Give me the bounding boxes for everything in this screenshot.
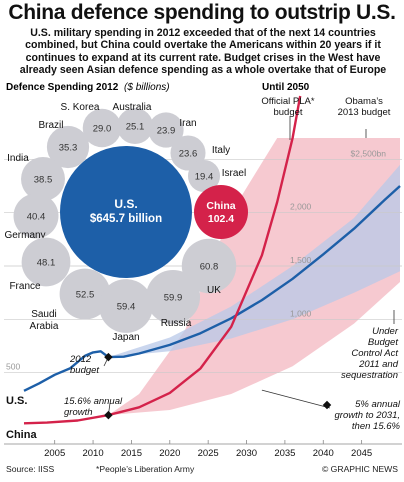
footnote: *People’s Liberation Army (96, 464, 195, 474)
x-tick-label: 2010 (82, 448, 103, 459)
bubble-japan (99, 279, 153, 333)
x-tick-label: 2025 (198, 448, 219, 459)
left-panel-heading-text: Defence Spending 2012 (6, 82, 119, 93)
bubble-israel (187, 159, 221, 193)
bubble-value: 29.0 (93, 124, 112, 135)
bubble-germany (13, 193, 59, 239)
x-tick-label: 2015 (121, 448, 142, 459)
bubble-value: 52.5 (76, 290, 95, 301)
obama-budget-label: Obama’s (345, 96, 383, 107)
bubble-india (21, 157, 65, 201)
bubble-value: 19.4 (195, 172, 214, 183)
y-tick-label: $2,500bn (351, 148, 387, 158)
left-panel-heading: Defence Spending 2012 ($ billions) (6, 82, 170, 93)
projection-bands (108, 138, 401, 416)
us-series-line (23, 185, 401, 392)
bubble-saudi-arabia (59, 268, 111, 320)
budget-2012-marker (104, 352, 113, 362)
china-growth-marker (104, 410, 113, 420)
bubble-value: 23.6 (179, 149, 198, 160)
obama-budget-label: 2013 budget (338, 107, 391, 118)
page-title: China defence spending to outstrip U.S. (8, 1, 396, 24)
credit: © GRAPHIC NEWS (321, 464, 398, 474)
bubble-label: Israel (222, 168, 246, 179)
bubble-label: U.S. (114, 197, 137, 211)
x-tick-label: 2030 (236, 448, 257, 459)
bubble-label: Russia (161, 318, 192, 329)
bubble-label: Brazil (38, 120, 63, 131)
bubble-russia (145, 269, 201, 325)
us-growth-marker (322, 400, 332, 410)
pla-budget-label: Official PLA* (261, 96, 314, 107)
bubble-value: 35.3 (59, 143, 78, 154)
bubble-value: 25.1 (126, 122, 145, 133)
x-tick-label: 2045 (351, 448, 372, 459)
bubble-label: Germany (4, 230, 45, 241)
bubble-label: Arabia (30, 321, 59, 332)
right-panel-heading: Until 2050 (262, 82, 310, 93)
us-series-label: U.S. (6, 395, 27, 407)
y-tick-label: 1,500 (290, 255, 312, 265)
budget-2012-label: budget (70, 365, 99, 376)
bubble-label: Australia (113, 102, 152, 113)
bubble-brazil (46, 125, 90, 169)
bubble-us (60, 146, 192, 278)
bubble-label: Saudi (31, 309, 57, 320)
x-axis: 2005 2010 2015 2020 2025 2030 2035 2040 2045 (4, 440, 402, 459)
left-panel-unit: ($ billions) (124, 82, 170, 93)
x-tick-label: 2020 (159, 448, 180, 459)
source-note: Source: IISS (6, 464, 55, 474)
bubble-label: France (9, 281, 41, 292)
sequestration-label: Budget (368, 337, 398, 348)
bubble-label: S. Korea (61, 102, 100, 113)
bubble-value: 23.9 (157, 126, 176, 137)
china-series-line (23, 95, 302, 425)
bubble-australia (116, 107, 154, 145)
sequestration-label: sequestration (341, 370, 398, 381)
bubble-label: India (7, 153, 29, 164)
budget-2012-label: 2012 (69, 354, 92, 365)
y-tick-label: 500 (6, 362, 20, 372)
china-growth-label: 15.6% annual (64, 396, 123, 407)
bubble-china (194, 185, 248, 239)
bubble-value: 40.4 (27, 212, 46, 223)
y-tick-label: 2,000 (290, 202, 312, 212)
china-growth-label: growth (64, 407, 93, 418)
us-projection-band (108, 164, 401, 358)
sequestration-label: Under (372, 326, 399, 337)
x-tick-label: 2035 (274, 448, 295, 459)
intro-text: U.S. military spending in 2012 exceeded … (19, 27, 387, 76)
bubble-value: 59.4 (117, 302, 136, 313)
bubble-label: Japan (112, 332, 139, 343)
bubble-value: 102.4 (208, 213, 234, 225)
bubble-uk (181, 238, 237, 294)
bubble-label: China (206, 200, 235, 212)
bubble-france (21, 237, 71, 287)
time-series-lines (23, 95, 401, 425)
x-tick-label: 2040 (313, 448, 334, 459)
x-tick-label: 2005 (44, 448, 65, 459)
bubble-iran (148, 112, 184, 148)
bubble-label: UK (207, 285, 221, 296)
bubble-s-korea (82, 108, 122, 148)
bubble-label: Iran (179, 118, 196, 129)
us-growth-label: 5% annual (355, 399, 401, 410)
bubble-value: 59.9 (164, 293, 183, 304)
bubble-value: $645.7 billion (90, 213, 162, 225)
bubble-value: 60.8 (200, 262, 219, 273)
bubble-value: 38.5 (34, 175, 53, 186)
sequestration-label: Control Act (351, 348, 398, 359)
y-tick-label: 1,000 (290, 308, 312, 318)
sequestration-label: 2011 and (358, 359, 399, 370)
bubble-value: 48.1 (37, 258, 56, 269)
bubble-label: Italy (212, 145, 230, 156)
us-growth-label: growth to 2031, (335, 410, 401, 421)
us-growth-label: then 15.6% (352, 421, 401, 432)
leader-line (261, 389, 331, 409)
china-series-label: China (6, 429, 37, 441)
pla-budget-label: budget (273, 107, 302, 118)
